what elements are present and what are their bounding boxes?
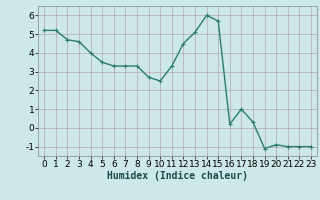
X-axis label: Humidex (Indice chaleur): Humidex (Indice chaleur) [107, 171, 248, 181]
